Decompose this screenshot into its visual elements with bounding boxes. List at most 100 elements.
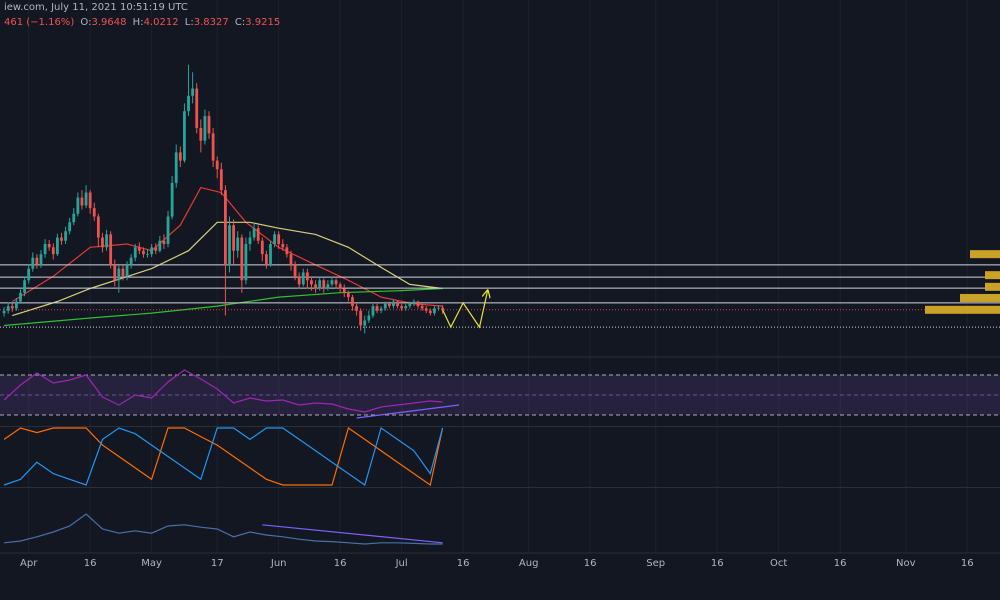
- candle-body: [35, 257, 39, 265]
- candle-body: [121, 268, 125, 277]
- candle-body: [334, 280, 338, 285]
- candle-body: [400, 306, 404, 309]
- x-tick-label: Aug: [519, 558, 539, 569]
- plot: Apr 16 May 17 Jun 16 Jul 16 Aug 16 Sep 16 Oct 16 Nov 16: [0, 64, 1000, 569]
- candle-body: [342, 288, 346, 293]
- candle-body: [273, 234, 276, 244]
- candle-body: [392, 301, 395, 307]
- candle-body: [178, 152, 182, 161]
- candle-body: [80, 197, 84, 206]
- volume-profile-bar: [985, 282, 1000, 291]
- candle-body: [228, 225, 231, 265]
- candle-body: [367, 315, 371, 321]
- candle-body: [408, 303, 412, 307]
- trend-line: [262, 524, 443, 544]
- candle-body: [195, 88, 199, 128]
- candle-body: [219, 169, 223, 191]
- candle-body: [6, 306, 10, 311]
- candle-body: [146, 254, 149, 255]
- candle-body: [416, 301, 420, 307]
- ohlc-label: C:: [235, 17, 245, 28]
- ohlc-value: 3.9648: [91, 17, 126, 28]
- ohlc-value: 4.0212: [144, 17, 179, 28]
- candle-body: [113, 264, 117, 281]
- candle-body: [64, 231, 67, 241]
- x-tick-label: Nov: [896, 558, 916, 569]
- x-tick-label: 16: [711, 558, 724, 569]
- candle-body: [236, 237, 240, 251]
- candle-body: [166, 216, 170, 244]
- candle-body: [199, 127, 203, 141]
- candle-body: [404, 306, 408, 309]
- candle-body: [154, 247, 158, 251]
- candle-body: [260, 240, 264, 255]
- candle-body: [240, 237, 244, 281]
- x-tick-label: Jul: [395, 558, 408, 569]
- volume-profile-bar: [970, 250, 1000, 259]
- candle-body: [133, 247, 137, 258]
- candle-body: [96, 216, 100, 238]
- candle-body: [215, 160, 219, 170]
- x-tick-label: 16: [334, 558, 347, 569]
- candle-body: [383, 303, 387, 309]
- volume-profile-bar: [925, 305, 1000, 314]
- ohlc-label: H:: [133, 17, 144, 28]
- candle-body: [39, 254, 43, 265]
- candle-body: [252, 228, 256, 238]
- candle-body: [310, 280, 313, 285]
- candle-body: [137, 247, 141, 251]
- candle-body: [170, 182, 174, 217]
- candle-body: [183, 111, 186, 161]
- candle-body: [338, 284, 342, 289]
- candle-body: [269, 243, 272, 265]
- candle-body: [326, 284, 330, 289]
- candle-body: [117, 268, 121, 281]
- candle-body: [31, 257, 35, 269]
- x-tick-label: 17: [211, 558, 224, 569]
- candle-body: [150, 247, 154, 255]
- change: 461 (−1.16%): [4, 17, 74, 28]
- candle-body: [428, 310, 432, 314]
- candle-body: [92, 208, 96, 217]
- candle-body: [297, 276, 301, 285]
- projection: [442, 290, 488, 329]
- candle-body: [19, 292, 22, 302]
- candle-body: [289, 254, 293, 265]
- candle-body: [88, 192, 92, 209]
- candle-body: [2, 310, 6, 314]
- candle-body: [433, 308, 436, 314]
- candle-body: [396, 301, 399, 307]
- ohlc-label: O:: [80, 17, 91, 28]
- candle-body: [232, 225, 236, 251]
- x-tick-label: Apr: [20, 558, 38, 569]
- candle-body: [23, 280, 26, 293]
- candle-body: [14, 301, 18, 309]
- candle-body: [55, 237, 59, 255]
- candle-body: [285, 247, 289, 255]
- x-tick-label: Jun: [270, 558, 287, 569]
- candle-body: [187, 95, 190, 112]
- candle-body: [412, 301, 416, 304]
- candle-body: [363, 320, 367, 326]
- candle-body: [318, 280, 322, 289]
- ohlc-value: 3.9215: [245, 17, 280, 28]
- indicator-line: [4, 513, 443, 545]
- candle-body: [76, 197, 80, 214]
- x-tick-label: 16: [584, 558, 597, 569]
- candle-body: [60, 237, 63, 241]
- ohlc-value: 3.8327: [194, 17, 229, 28]
- candle-body: [264, 254, 268, 265]
- candle-body: [109, 234, 113, 265]
- candle-body: [441, 307, 445, 310]
- candle-body: [162, 240, 166, 244]
- candle-body: [72, 213, 76, 223]
- candle-body: [293, 264, 297, 277]
- candle-body: [371, 306, 375, 316]
- candle-body: [437, 307, 440, 309]
- candle-body: [355, 306, 358, 311]
- x-tick-label: Oct: [770, 558, 787, 569]
- candle-body: [359, 310, 363, 326]
- x-tick-label: May: [141, 558, 162, 569]
